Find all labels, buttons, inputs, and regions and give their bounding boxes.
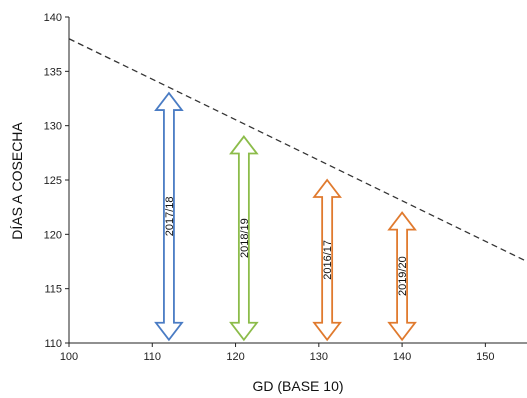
y-tick-label: 110 — [44, 338, 62, 350]
x-tick-label: 100 — [60, 351, 78, 363]
range-arrow-2019-20 — [387, 211, 417, 342]
range-arrow-2017-18 — [154, 91, 184, 342]
y-tick-label: 135 — [44, 66, 62, 78]
x-tick-label: 150 — [476, 351, 494, 363]
range-arrow-2018-19 — [229, 135, 259, 342]
y-tick-label: 130 — [44, 121, 62, 133]
y-axis-label: DÍAS A COSECHA — [9, 122, 25, 240]
range-arrows-group: 2017/18 2018/19 2016/17 2019/20 — [154, 91, 417, 342]
range-arrow-2016-17 — [312, 178, 342, 342]
x-tick-label: 120 — [226, 351, 244, 363]
range-label-2016-17: 2016/17 — [322, 240, 334, 280]
x-axis-label: GD (BASE 10) — [252, 378, 343, 394]
range-label-2018-19: 2018/19 — [239, 218, 251, 258]
range-label-2019-20: 2019/20 — [397, 256, 409, 296]
x-tick-label: 110 — [143, 351, 161, 363]
x-tick-label: 130 — [310, 351, 328, 363]
y-tick-label: 115 — [44, 284, 62, 296]
trend-line — [68, 38, 527, 263]
x-tick-label: 140 — [393, 351, 411, 363]
range-label-2017-18: 2017/18 — [164, 197, 176, 237]
y-tick-label: 140 — [44, 12, 62, 24]
y-tick-label: 125 — [44, 175, 62, 187]
trend-line-group — [68, 38, 527, 263]
y-tick-label: 120 — [44, 229, 62, 241]
